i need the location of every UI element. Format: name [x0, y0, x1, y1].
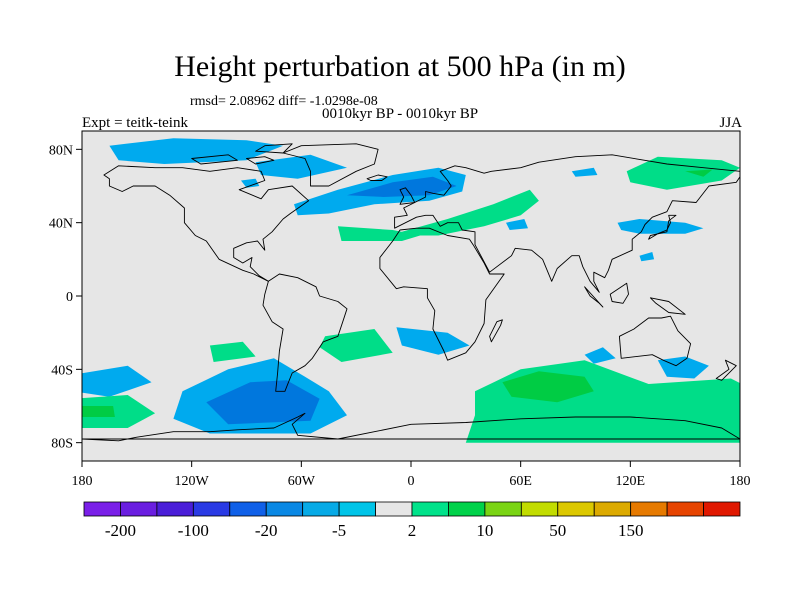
colorbar-box [448, 502, 484, 516]
colorbar-label: 10 [476, 521, 493, 540]
colorbar-box [376, 502, 412, 516]
colorbar-label: 2 [408, 521, 417, 540]
colorbar-box [521, 502, 557, 516]
colorbar-box [667, 502, 703, 516]
colorbar-box [704, 502, 740, 516]
colorbar-box [339, 502, 375, 516]
colorbar-box [230, 502, 266, 516]
colorbar-label: -20 [255, 521, 278, 540]
colorbar-label: 150 [618, 521, 644, 540]
colorbar-boxes [84, 502, 740, 516]
colorbar-box [84, 502, 120, 516]
colorbar-box [412, 502, 448, 516]
colorbar-box [193, 502, 229, 516]
colorbar-box [120, 502, 156, 516]
colorbar-label: -100 [178, 521, 209, 540]
colorbar-label: -200 [105, 521, 136, 540]
colorbar-box [485, 502, 521, 516]
colorbar-box [266, 502, 302, 516]
colorbar-box [558, 502, 594, 516]
colorbar-label: 50 [549, 521, 566, 540]
colorbar-box [631, 502, 667, 516]
colorbar-box [303, 502, 339, 516]
colorbar-label: -5 [332, 521, 346, 540]
colorbar-labels: -200 -100 -20 -5 2 10 50 150 [105, 521, 644, 540]
colorbar-box [594, 502, 630, 516]
colorbar-box [157, 502, 193, 516]
